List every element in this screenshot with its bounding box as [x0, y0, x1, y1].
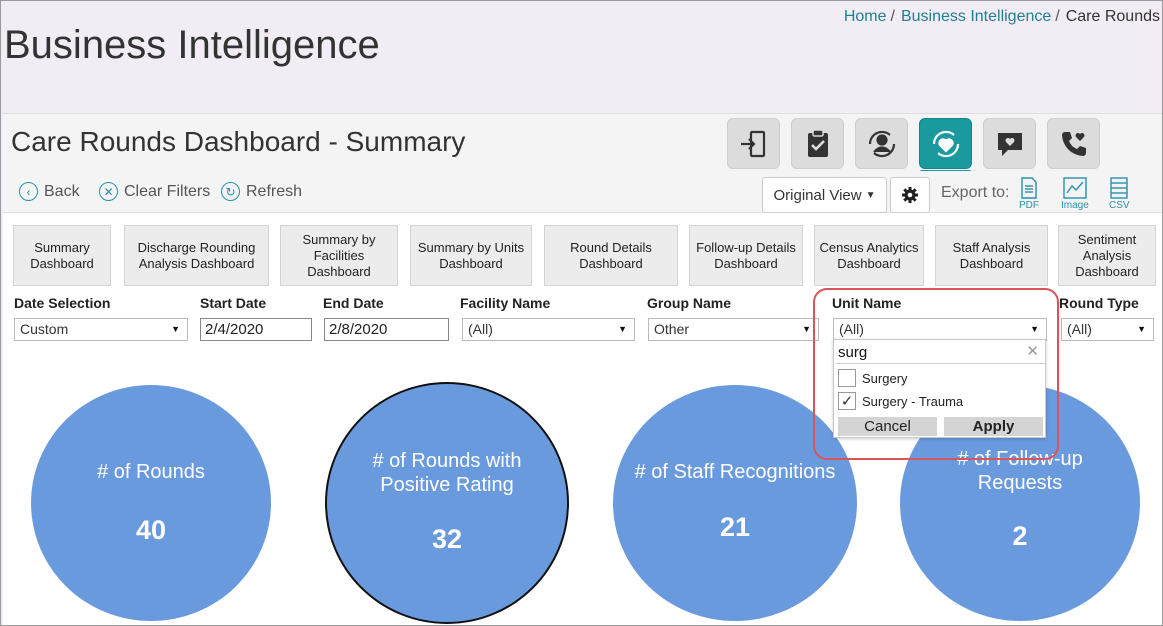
dropdown-arrow-icon: ▼	[802, 324, 811, 334]
export-pdf-button[interactable]: PDF	[1019, 177, 1039, 211]
clear-filters-label: Clear Filters	[124, 182, 211, 200]
caret-down-icon: ▼	[865, 189, 876, 201]
metric-positive-rating-value: 32	[431, 524, 463, 554]
date-selection-label: Date Selection	[14, 295, 111, 311]
tab-summary-units[interactable]: Summary by Units Dashboard	[410, 225, 532, 286]
export-image-label: Image	[1061, 200, 1089, 211]
round-type-select[interactable]: (All) ▼	[1061, 318, 1154, 341]
unit-option-surgery-trauma-label: Surgery - Trauma	[862, 393, 964, 409]
round-type-label: Round Type	[1059, 295, 1139, 311]
back-button[interactable]: ‹ Back	[19, 182, 80, 201]
clear-filters-button[interactable]: ✕ Clear Filters	[99, 182, 210, 201]
unit-filter-highlight	[813, 288, 1059, 460]
metric-positive-rating: # of Rounds with Positive Rating 32	[325, 382, 569, 624]
refresh-label: Refresh	[246, 182, 303, 200]
start-date-input[interactable]: 2/4/2020	[200, 318, 312, 341]
view-select-label: Original View	[773, 186, 862, 204]
unit-option-surgery-label: Surgery	[862, 370, 908, 386]
group-name-select[interactable]: Other ▼	[648, 318, 819, 341]
facility-name-label: Facility Name	[460, 295, 551, 311]
unit-search-input[interactable]: surg	[836, 342, 1045, 364]
metric-followup-requests-value: 2	[1012, 521, 1028, 551]
facility-name-select[interactable]: (All) ▼	[462, 318, 635, 341]
metric-staff-recognitions: # of Staff Recognitions 21	[613, 385, 857, 621]
chat-heart-icon[interactable]	[983, 118, 1036, 169]
breadcrumb-home-link[interactable]: Home	[843, 8, 887, 25]
metric-positive-rating-title: # of Rounds with Positive Rating	[372, 450, 522, 496]
view-select[interactable]: Original View ▼	[762, 177, 887, 213]
dropdown-arrow-icon: ▼	[1137, 324, 1146, 334]
metric-rounds: # of Rounds 40	[31, 385, 271, 621]
refresh-icon: ↻	[221, 182, 240, 201]
clear-search-icon[interactable]: ✕	[1026, 343, 1039, 360]
heart-sync-icon[interactable]	[919, 118, 972, 173]
user-sync-icon[interactable]	[855, 118, 908, 169]
tab-summary-facilities[interactable]: Summary by Facilities Dashboard	[280, 225, 398, 286]
export-image-button[interactable]: Image	[1061, 177, 1089, 211]
gear-icon	[902, 187, 918, 203]
dropdown-apply-button[interactable]: Apply	[944, 417, 1043, 436]
page-title: Business Intelligence	[4, 23, 380, 67]
dropdown-arrow-icon: ▼	[1030, 324, 1039, 334]
group-name-value: Other	[654, 321, 690, 337]
unit-option-surgery[interactable]: Surgery	[838, 369, 908, 387]
csv-icon	[1110, 177, 1128, 199]
checkbox-unchecked[interactable]	[838, 369, 856, 387]
pdf-icon	[1021, 177, 1037, 199]
breadcrumb: Home / Business Intelligence / Care Rounds	[843, 8, 1160, 25]
dropdown-cancel-button[interactable]: Cancel	[838, 417, 937, 436]
clipboard-check-icon[interactable]	[791, 118, 844, 169]
end-date-input[interactable]: 2/8/2020	[324, 318, 449, 341]
start-date-label: Start Date	[200, 295, 267, 311]
tab-staff-analysis[interactable]: Staff Analysis Dashboard	[935, 225, 1048, 286]
panel-title: Care Rounds Dashboard - Summary	[11, 126, 466, 157]
breadcrumb-section-link[interactable]: Business Intelligence	[900, 8, 1052, 25]
phone-heart-icon[interactable]	[1047, 118, 1100, 169]
tab-summary[interactable]: Summary Dashboard	[13, 225, 111, 286]
export-label: Export to:	[941, 184, 1010, 201]
date-selection-value: Custom	[20, 321, 69, 337]
export-csv-button[interactable]: CSV	[1109, 177, 1130, 211]
unit-name-label: Unit Name	[832, 295, 902, 311]
metric-staff-recognitions-title: # of Staff Recognitions	[634, 461, 836, 483]
settings-button[interactable]	[890, 177, 930, 213]
end-date-label: End Date	[323, 295, 384, 311]
unit-option-surgery-trauma[interactable]: ✓ Surgery - Trauma	[838, 392, 963, 410]
tab-discharge-rounding[interactable]: Discharge Rounding Analysis Dashboard	[124, 225, 269, 286]
metric-staff-recognitions-value: 21	[719, 512, 751, 542]
door-enter-icon[interactable]	[727, 118, 780, 169]
facility-name-value: (All)	[468, 321, 493, 337]
tab-sentiment-analysis[interactable]: Sentiment Analysis Dashboard	[1058, 225, 1156, 286]
group-name-label: Group Name	[647, 295, 732, 311]
date-selection-select[interactable]: Custom ▼	[14, 318, 188, 341]
unit-name-dropdown: surg ✕ Surgery ✓ Surgery - Trauma Cancel…	[833, 339, 1046, 438]
refresh-button[interactable]: ↻ Refresh	[221, 182, 302, 201]
module-nav	[727, 118, 1100, 173]
tab-followup-details[interactable]: Follow-up Details Dashboard	[689, 225, 803, 286]
dropdown-arrow-icon: ▼	[618, 324, 627, 334]
breadcrumb-current: Care Rounds	[1065, 8, 1160, 25]
unit-name-value: (All)	[839, 321, 864, 337]
panel-header: Care Rounds Dashboard - Summary	[3, 114, 1162, 173]
back-label: Back	[44, 182, 80, 200]
clear-icon: ✕	[99, 182, 118, 201]
back-icon: ‹	[19, 182, 38, 201]
metric-rounds-title: # of Rounds	[97, 461, 205, 483]
export-csv-label: CSV	[1109, 200, 1130, 211]
metric-rounds-value: 40	[135, 515, 167, 545]
toolbar: ‹ Back ✕ Clear Filters ↻ Refresh	[3, 171, 1162, 213]
tab-round-details[interactable]: Round Details Dashboard	[544, 225, 678, 286]
dropdown-arrow-icon: ▼	[171, 324, 180, 334]
export-pdf-label: PDF	[1019, 200, 1039, 211]
tab-census-analytics[interactable]: Census Analytics Dashboard	[814, 225, 924, 286]
image-chart-icon	[1063, 177, 1087, 199]
checkbox-checked[interactable]: ✓	[838, 392, 856, 410]
round-type-value: (All)	[1067, 321, 1092, 337]
